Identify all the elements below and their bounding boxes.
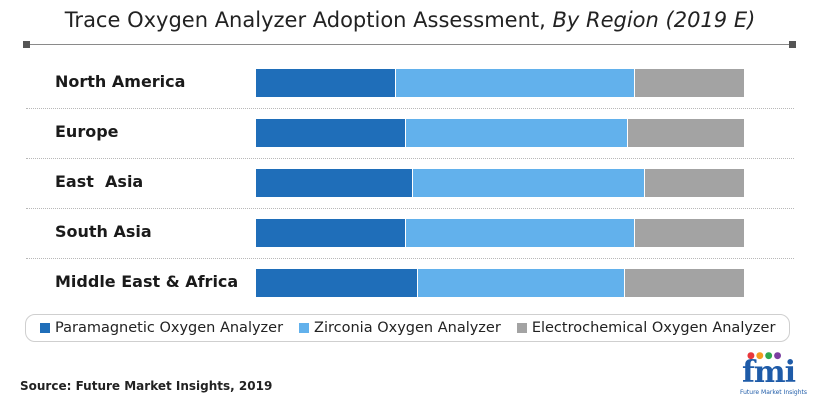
bar-segment-paramagnetic xyxy=(256,119,405,147)
title-rule xyxy=(26,44,794,45)
legend-item-electrochemical: Electrochemical Oxygen Analyzer xyxy=(516,320,776,336)
bar-segment-electrochemical xyxy=(634,219,744,247)
fmi-logo: ●●●● fmi Future Market Insights xyxy=(740,352,810,398)
bar-segment-paramagnetic xyxy=(256,219,405,247)
category-label: Europe xyxy=(55,122,119,141)
bar-segment-paramagnetic xyxy=(256,169,413,197)
title-rule-right-end xyxy=(789,41,796,48)
logo-mark: fmi xyxy=(742,355,796,390)
legend: Paramagnetic Oxygen Analyzer Zirconia Ox… xyxy=(25,314,790,342)
bar-segment-paramagnetic xyxy=(256,69,396,97)
legend-label-zirconia: Zirconia Oxygen Analyzer xyxy=(314,320,501,336)
legend-label-electrochemical: Electrochemical Oxygen Analyzer xyxy=(531,320,776,336)
legend-swatch-paramagnetic xyxy=(40,323,50,333)
row-separator xyxy=(26,208,794,209)
bar-segment-electrochemical xyxy=(626,119,744,147)
source-note: Source: Future Market Insights, 2019 xyxy=(20,379,273,393)
bar-segment-zirconia xyxy=(412,169,644,197)
bar-segment-zirconia xyxy=(417,269,625,297)
bar-segment-paramagnetic xyxy=(256,269,418,297)
category-label: Middle East & Africa xyxy=(55,272,239,291)
chart-title: Trace Oxygen Analyzer Adoption Assessmen… xyxy=(0,8,820,32)
row-separator xyxy=(26,258,794,259)
category-label: North America xyxy=(55,72,186,91)
chart-title-main: Trace Oxygen Analyzer Adoption Assessmen… xyxy=(64,8,546,32)
legend-swatch-electrochemical xyxy=(516,323,527,333)
legend-label-paramagnetic: Paramagnetic Oxygen Analyzer xyxy=(55,320,284,336)
bar-segment-zirconia xyxy=(404,219,635,247)
category-label: East Asia xyxy=(55,172,144,191)
legend-item-paramagnetic: Paramagnetic Oxygen Analyzer xyxy=(40,320,283,336)
title-rule-left-end xyxy=(23,41,30,48)
bar-segment-zirconia xyxy=(395,69,635,97)
logo-dots: ●●●● xyxy=(747,351,783,361)
bar-segment-zirconia xyxy=(404,119,627,147)
category-label: South Asia xyxy=(55,222,152,241)
row-separator xyxy=(26,158,794,159)
legend-item-zirconia: Zirconia Oxygen Analyzer xyxy=(299,320,501,336)
bar-segment-electrochemical xyxy=(634,69,744,97)
chart-subtitle: By Region (2019 E) xyxy=(552,8,756,32)
row-separator xyxy=(26,108,794,109)
bar-segment-electrochemical xyxy=(643,169,744,197)
legend-swatch-zirconia xyxy=(299,323,310,333)
bar-segment-electrochemical xyxy=(624,269,744,297)
logo-tagline: Future Market Insights xyxy=(740,389,808,396)
